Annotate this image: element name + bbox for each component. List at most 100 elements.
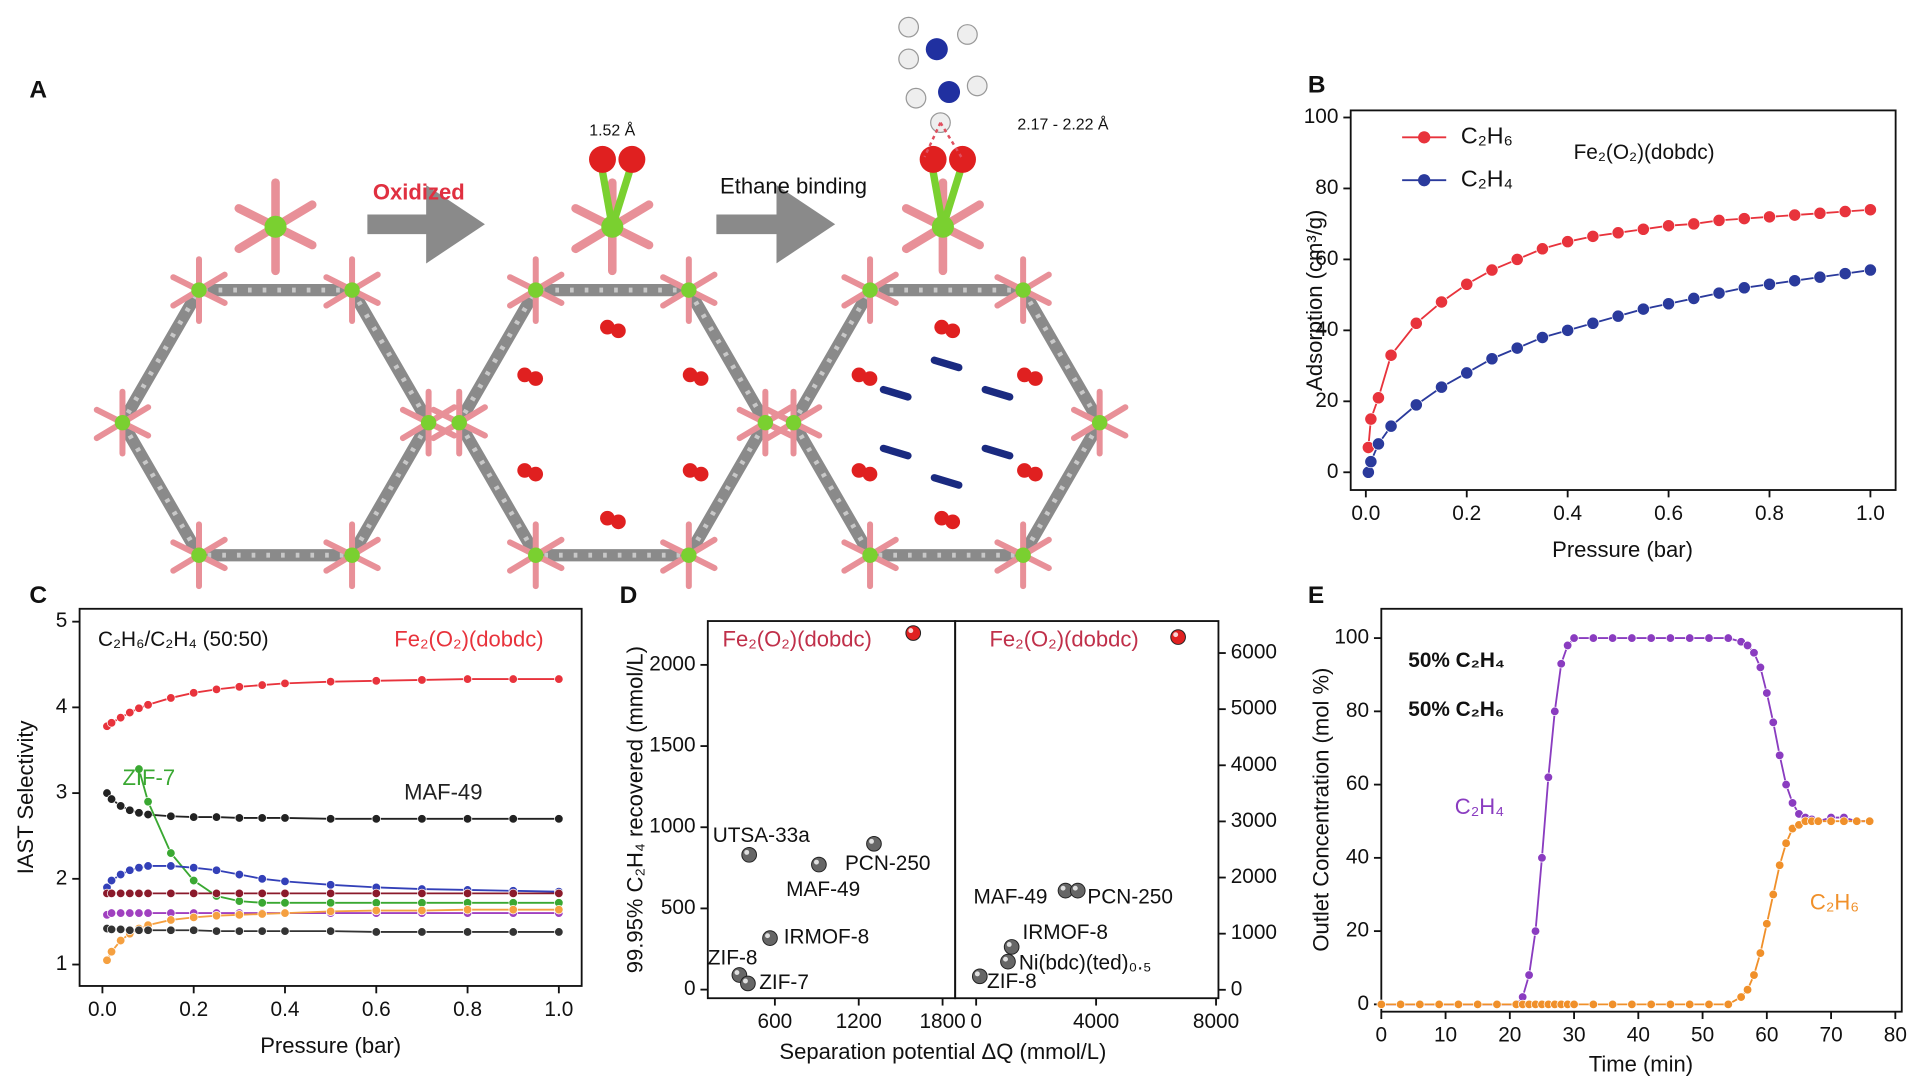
data-point: [116, 908, 126, 918]
oxygen: [693, 371, 709, 386]
data-point: [1813, 270, 1827, 284]
data-point: [1665, 633, 1676, 643]
data-point: [1364, 412, 1378, 426]
data-point: [462, 888, 473, 899]
x-tick-label: 0.6: [1654, 502, 1683, 525]
data-point: [905, 625, 922, 641]
series-line: [1381, 820, 1870, 1006]
data-point: [143, 700, 153, 710]
data-point: [325, 926, 336, 936]
ethane: [879, 385, 912, 401]
data-point: [1723, 633, 1733, 643]
bond: [598, 170, 616, 228]
point-label: UTSA-33a: [713, 824, 811, 847]
data-point: [166, 693, 176, 703]
data-point: [417, 814, 427, 824]
data-point: [1704, 633, 1714, 643]
data-point: [166, 848, 176, 858]
data-point: [554, 888, 564, 899]
data-point: [1371, 437, 1385, 451]
data-point: [1762, 919, 1772, 929]
data-point: [1492, 999, 1502, 1010]
data-point: [280, 678, 290, 689]
data-point: [417, 905, 427, 916]
oxygen: [919, 145, 947, 173]
x-axis-label: Time (min): [1589, 1051, 1693, 1076]
data-point: [125, 805, 135, 815]
data-point: [211, 926, 222, 936]
data-point: [325, 906, 336, 917]
data-point: [417, 888, 427, 899]
metal-atom: [264, 215, 287, 238]
data-point: [143, 925, 153, 935]
y-tick-label: 60: [1346, 772, 1369, 795]
annotation: C₂H₆/C₂H₄ (50:50): [98, 628, 269, 651]
data-point: [1646, 633, 1656, 643]
data-point: [134, 808, 144, 818]
hydrogen: [898, 48, 920, 70]
y-axis-label: Outlet Concentration (mol %): [1308, 668, 1333, 952]
x-tick-label: 50: [1691, 1024, 1714, 1047]
legend-label: C₂H₄: [1461, 165, 1513, 191]
data-point: [371, 905, 381, 916]
data-point: [166, 925, 176, 935]
data-point: [1762, 277, 1776, 291]
data-point: [740, 975, 756, 992]
ethane: [930, 474, 963, 489]
x-tick-label: 0.0: [88, 998, 117, 1021]
data-point: [143, 797, 153, 807]
y-axis-label: 99.95% C₂H₄ recovered (mmol/L): [623, 646, 648, 973]
data-point: [1742, 985, 1753, 995]
series-line: [138, 768, 559, 904]
data-point: [106, 718, 117, 728]
data-point: [1813, 816, 1823, 826]
y-tick-label: 2000: [1231, 865, 1277, 888]
data-point: [1535, 330, 1549, 344]
series-line: [1367, 208, 1871, 448]
data-point: [1371, 391, 1385, 405]
data-point: [211, 911, 222, 921]
data-point: [1788, 274, 1802, 288]
series-line: [106, 678, 559, 727]
data-point: [1003, 939, 1020, 955]
data-point: [1530, 926, 1541, 936]
bond: [608, 170, 633, 228]
data-point: [234, 869, 245, 880]
y-tick-label: 5: [56, 609, 68, 632]
data-point: [1864, 816, 1875, 826]
data-point: [508, 888, 518, 899]
data-point: [1537, 853, 1547, 863]
data-point: [1435, 295, 1449, 309]
y-tick-label: 0: [1231, 977, 1243, 1000]
x-tick-label: 1800: [919, 1010, 965, 1033]
data-point: [1550, 706, 1560, 717]
plot-frame: [1380, 607, 1903, 1013]
y-tick-label: 1000: [1231, 921, 1277, 944]
data-point: [134, 888, 144, 899]
data-point: [134, 863, 144, 873]
data-point: [1561, 235, 1575, 249]
data-point: [1561, 323, 1575, 337]
data-point: [1662, 219, 1676, 233]
panel-label: D: [620, 582, 638, 609]
metal-atom: [420, 414, 437, 431]
y-tick-label: 60: [1315, 247, 1338, 270]
data-point: [211, 812, 222, 822]
data-point: [1755, 948, 1766, 958]
data-point: [257, 898, 267, 908]
oxygen: [589, 145, 616, 173]
data-point: [1460, 277, 1474, 291]
data-point: [1384, 419, 1398, 433]
data-point: [125, 707, 135, 718]
data-point: [417, 898, 427, 908]
metal-atom: [862, 282, 878, 298]
data-point: [211, 865, 222, 875]
data-point: [134, 908, 144, 918]
data-point: [1712, 286, 1726, 300]
data-point: [1687, 291, 1701, 305]
data-point: [166, 888, 176, 899]
x-tick-label: 0.8: [1755, 502, 1784, 525]
data-point: [1611, 226, 1625, 240]
data-point: [234, 888, 245, 899]
data-point: [1749, 970, 1759, 980]
